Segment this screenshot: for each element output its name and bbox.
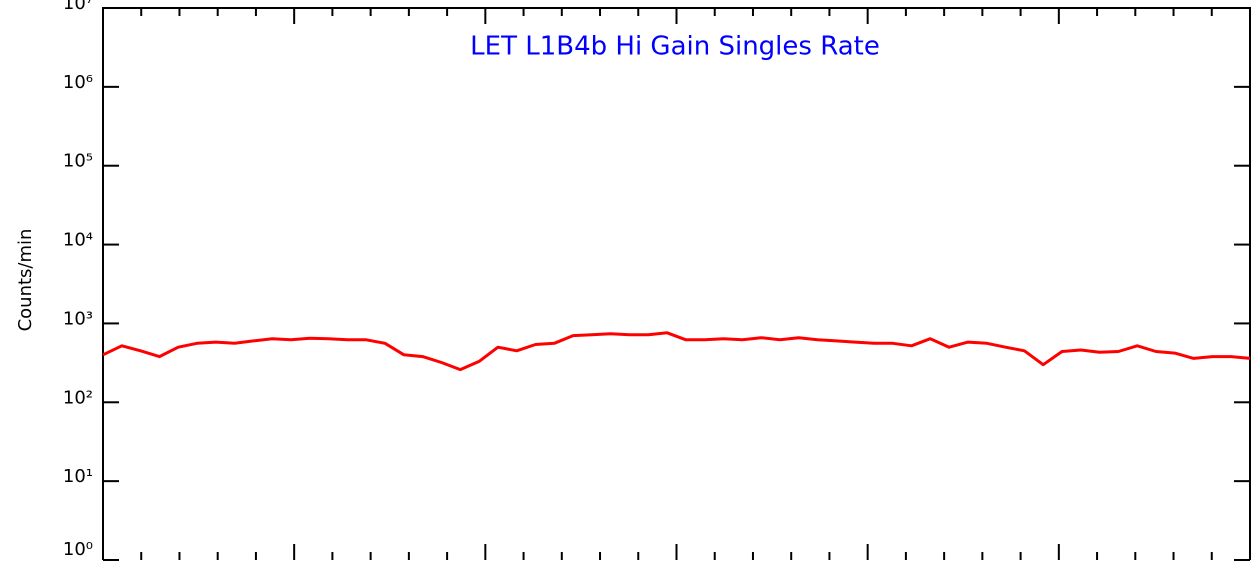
- y-tick-label: 10⁶: [63, 72, 93, 93]
- y-tick-label: 10¹: [63, 466, 93, 487]
- y-tick-label: 10³: [63, 308, 93, 329]
- y-tick-label: 10²: [63, 387, 93, 408]
- y-tick-label: 10⁵: [63, 151, 93, 172]
- y-tick-label: 10⁷: [63, 0, 93, 14]
- y-axis-label: Counts/min: [15, 229, 36, 332]
- data-line: [102, 331, 1251, 372]
- chart-title: LET L1B4b Hi Gain Singles Rate: [470, 32, 880, 62]
- y-tick-label: 10⁴: [63, 230, 93, 251]
- y-tick-label: 10⁰: [63, 539, 93, 560]
- axis-frame: [102, 7, 1251, 560]
